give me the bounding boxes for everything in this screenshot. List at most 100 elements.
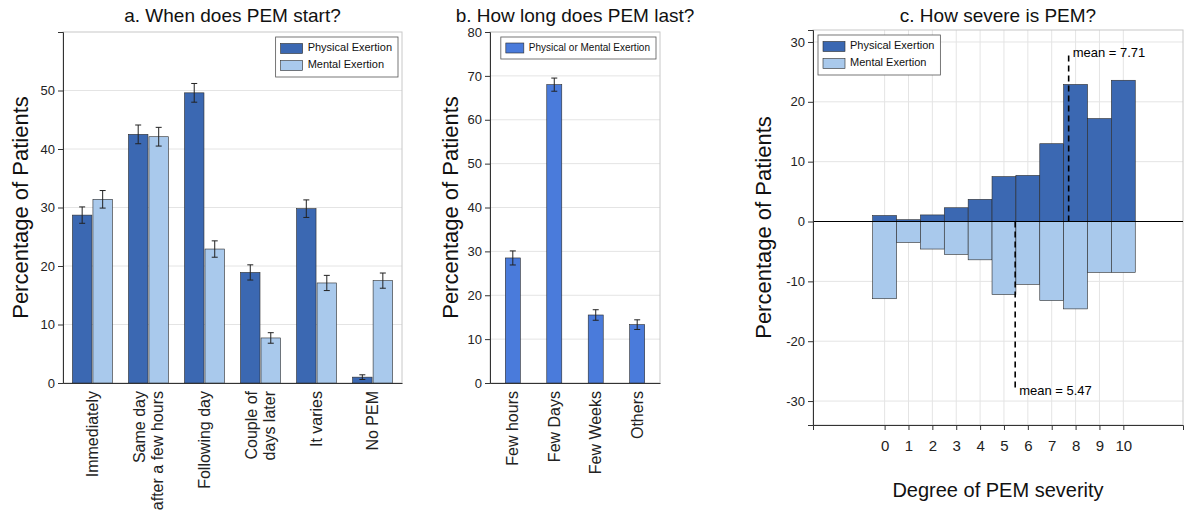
- tick-label: 7: [1048, 437, 1056, 454]
- tick-label: Others: [629, 391, 646, 439]
- tick-label: 40: [41, 142, 55, 157]
- bar: [184, 93, 203, 383]
- error-bar: [324, 275, 330, 290]
- error-bar: [551, 78, 557, 91]
- tick-label: 30: [468, 244, 482, 259]
- error-bar-stem: [214, 241, 215, 257]
- tick: 50: [41, 83, 63, 98]
- error-bar-stem: [250, 265, 251, 280]
- bar: [1064, 222, 1088, 309]
- grid: [490, 32, 660, 383]
- tick: Immediately: [84, 391, 101, 477]
- tick-mark: [808, 222, 813, 223]
- error-bar: [247, 265, 253, 280]
- tick-label: Same dayafter a few hours: [131, 391, 166, 510]
- axis-line: [58, 33, 64, 384]
- tick-label: 6: [1024, 437, 1032, 454]
- grid-line: [490, 207, 660, 208]
- tick: -30: [786, 394, 813, 409]
- tick-label: 10: [41, 317, 55, 332]
- tick-label: Following day: [196, 391, 213, 489]
- error-bar: [100, 191, 106, 209]
- tick-label: 0: [48, 376, 55, 391]
- tick: 60: [468, 112, 490, 127]
- grid-line: [63, 90, 402, 91]
- title: a. When does PEM start?: [124, 5, 341, 26]
- bar: [944, 208, 968, 222]
- error-bar: [156, 127, 162, 146]
- bar: [920, 222, 944, 250]
- bar: [72, 215, 91, 383]
- legend-label: Physical Exertion: [850, 39, 934, 51]
- tick-label: 40: [468, 200, 482, 215]
- tick-label: 0: [881, 437, 889, 454]
- tick-label: 1: [905, 437, 913, 454]
- tick-label: 5: [1000, 437, 1008, 454]
- tick-label: Couple ofdays later: [243, 390, 278, 460]
- tick: 0: [881, 425, 889, 454]
- error-bar: [303, 200, 309, 218]
- tick-label: 50: [41, 83, 55, 98]
- error-bar-cap: [247, 280, 253, 281]
- tick: 30: [468, 244, 490, 259]
- bar: [297, 209, 316, 383]
- legend-box: [818, 35, 940, 75]
- tick-mark: [1123, 425, 1124, 430]
- tick-label: It varies: [308, 391, 325, 447]
- marks: [72, 83, 392, 383]
- grid-line: [63, 324, 402, 325]
- y-axis-title: Percentage of Patients: [751, 116, 776, 339]
- tick: 0: [48, 376, 63, 391]
- tick-mark: [808, 401, 813, 402]
- tick: No PEM: [364, 391, 381, 451]
- x-axis: Immediately Same dayafter a few hours Foll…: [64, 384, 403, 511]
- error-bar-stem: [554, 78, 555, 91]
- legend-label: Physical Exertion: [308, 41, 392, 53]
- tick-label: 20: [468, 288, 482, 303]
- legend-swatch: [823, 42, 845, 52]
- axis-line: [491, 383, 661, 384]
- tick-label: 4: [976, 437, 984, 454]
- tick-label: 30: [41, 200, 55, 215]
- tick: 30: [791, 35, 813, 50]
- grid-line: [813, 341, 1183, 342]
- bar: [317, 283, 336, 383]
- bar: [1016, 222, 1040, 285]
- legend-swatch: [281, 44, 303, 54]
- tick: 2: [929, 425, 937, 454]
- annotation-line: [1014, 222, 1016, 390]
- error-bar-cap: [247, 264, 253, 265]
- error-bar-cap: [79, 223, 85, 224]
- tick: Same dayafter a few hours: [131, 391, 166, 510]
- error-bar-stem: [326, 275, 327, 290]
- tick-mark: [58, 149, 63, 150]
- error-bar: [380, 273, 386, 288]
- tick: 10: [41, 317, 63, 332]
- error-bar-stem: [158, 127, 159, 146]
- error-bar-cap: [380, 288, 386, 289]
- bar: [1088, 222, 1112, 273]
- bar: [1016, 175, 1040, 221]
- error-bar-cap: [191, 102, 197, 103]
- marks: [505, 78, 644, 383]
- y-axis: -30-20-100102030: [786, 31, 813, 426]
- error-bar-cap: [634, 319, 640, 320]
- tick-label: 10: [1115, 437, 1132, 454]
- bar: [1040, 144, 1064, 222]
- tick-mark: [808, 281, 813, 282]
- tick-mark: [956, 425, 957, 430]
- tick-mark: [485, 383, 490, 384]
- tick-mark: [485, 32, 490, 33]
- tick-label: Few hours: [504, 391, 521, 466]
- tick-mark: [1099, 425, 1100, 430]
- tick-mark: [58, 91, 63, 92]
- bar: [630, 325, 645, 383]
- error-bar-stem: [270, 333, 271, 344]
- tick-mark: [58, 325, 63, 326]
- error-bar: [359, 375, 365, 380]
- bar: [897, 222, 921, 243]
- x-axis-title: Degree of PEM severity: [892, 479, 1103, 501]
- error-bar-cap: [268, 343, 274, 344]
- error-bar-cap: [212, 257, 218, 258]
- grid-line: [63, 149, 402, 150]
